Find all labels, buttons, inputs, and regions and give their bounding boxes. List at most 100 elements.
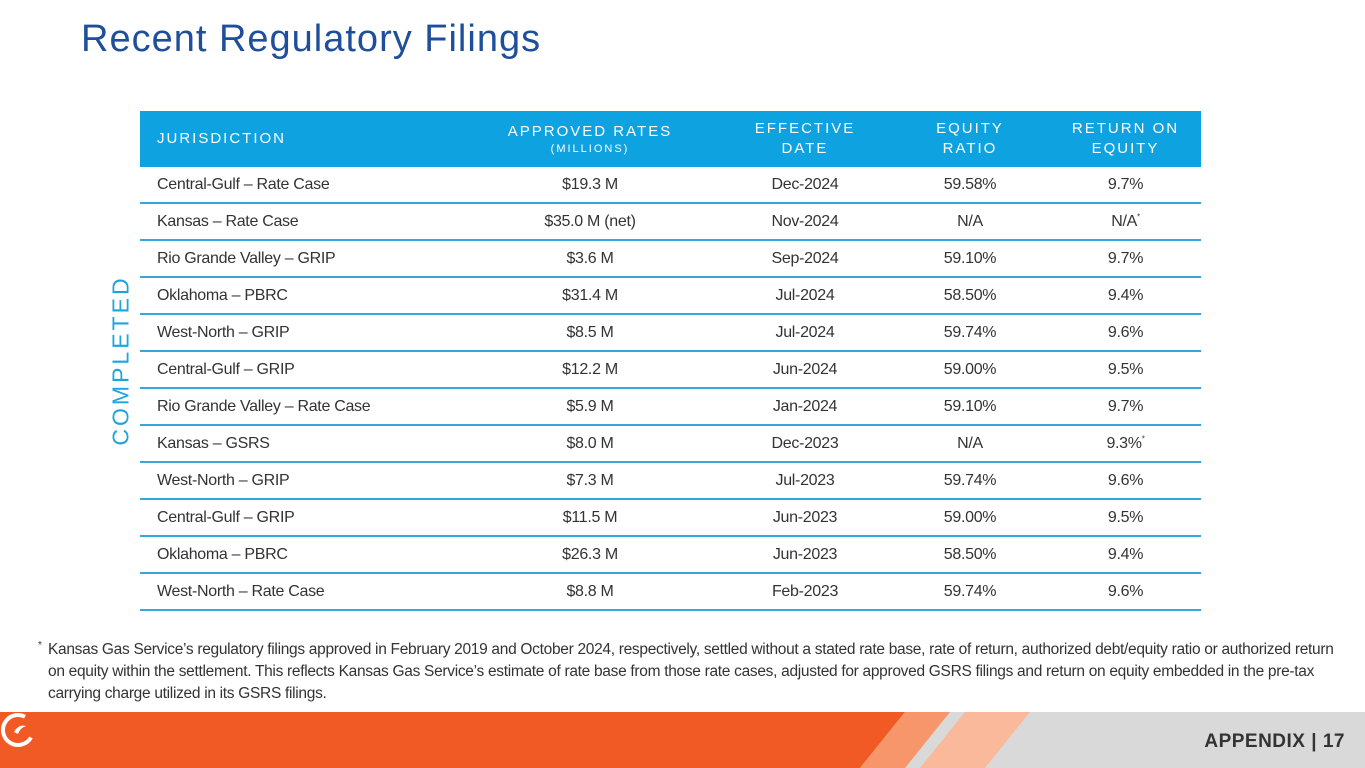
cell-equity-ratio-text: 59.10% <box>943 397 997 415</box>
cell-effective-date-text: Jun-2023 <box>772 508 838 526</box>
footer-bar: APPENDIX | 17 <box>0 712 1365 768</box>
header-return-on-equity: RETURN ON EQUITY <box>1050 111 1201 167</box>
cell-equity-ratio-text: 59.00% <box>943 360 997 378</box>
cell-approved-rates-text: $5.9 M <box>566 397 614 415</box>
page-title: Recent Regulatory Filings <box>81 18 542 60</box>
cell-jurisdiction: Oklahoma – PBRC <box>140 536 460 574</box>
table-row: Central-Gulf – GRIP $12.2 M Jun-2024 59.00%… <box>140 351 1201 389</box>
cell-equity-ratio: 59.00% <box>890 499 1050 537</box>
header-equity-ratio-line1: EQUITY <box>936 120 1004 137</box>
header-equity-ratio: EQUITY RATIO <box>890 111 1050 167</box>
cell-jurisdiction-text: Rio Grande Valley – Rate Case <box>157 397 371 415</box>
cell-equity-ratio-text: 58.50% <box>943 545 997 563</box>
header-jurisdiction: JURISDICTION <box>140 111 460 167</box>
cell-effective-date: Sep-2024 <box>720 240 890 278</box>
header-approved-rates: APPROVED RATES (MILLIONS) <box>460 111 720 167</box>
cell-approved-rates: $19.3 M <box>460 167 720 204</box>
cell-jurisdiction: West-North – GRIP <box>140 314 460 352</box>
cell-return-on-equity-text: 9.6% <box>1107 582 1144 600</box>
cell-equity-ratio-text: 59.10% <box>943 249 997 267</box>
header-approved-rates-sub: (MILLIONS) <box>550 143 630 155</box>
cell-effective-date: Jun-2023 <box>720 536 890 574</box>
cell-equity-ratio-text: 59.58% <box>943 175 997 193</box>
cell-approved-rates-text: $31.4 M <box>562 286 618 304</box>
cell-effective-date-text: Jul-2024 <box>775 286 835 304</box>
cell-effective-date-text: Jun-2024 <box>772 360 838 378</box>
cell-approved-rates: $11.5 M <box>460 499 720 537</box>
cell-equity-ratio: 59.58% <box>890 167 1050 204</box>
cell-jurisdiction-text: Oklahoma – PBRC <box>157 286 288 304</box>
cell-return-on-equity: 9.6% <box>1050 314 1201 352</box>
table-row: Rio Grande Valley – GRIP $3.6 M Sep-2024 59… <box>140 240 1201 278</box>
cell-jurisdiction-text: West-North – GRIP <box>157 323 290 341</box>
table-header-row: JURISDICTION APPROVED RATES (MILLIONS) E… <box>140 111 1201 167</box>
filings-table: JURISDICTION APPROVED RATES (MILLIONS) E… <box>140 111 1201 611</box>
cell-jurisdiction: Central-Gulf – GRIP <box>140 499 460 537</box>
footer-graphic <box>0 712 1365 768</box>
cell-jurisdiction-text: Rio Grande Valley – GRIP <box>157 249 336 267</box>
header-effective-date-line2: DATE <box>781 140 829 157</box>
cell-effective-date-text: Nov-2024 <box>771 212 839 230</box>
header-effective-date-line1: EFFECTIVE <box>754 120 856 137</box>
cell-equity-ratio: N/A <box>890 425 1050 463</box>
cell-return-on-equity-text: 9.7% <box>1107 397 1144 415</box>
footnote: * Kansas Gas Service’s regulatory filing… <box>38 639 1338 705</box>
cell-jurisdiction-text: West-North – Rate Case <box>157 582 325 600</box>
cell-return-on-equity: 9.5% <box>1050 499 1201 537</box>
page-label: APPENDIX | 17 <box>1204 731 1345 752</box>
cell-approved-rates: $7.3 M <box>460 462 720 500</box>
cell-approved-rates-text: $35.0 M (net) <box>544 212 636 230</box>
cell-jurisdiction: West-North – GRIP <box>140 462 460 500</box>
cell-effective-date-text: Dec-2023 <box>771 434 839 452</box>
header-roe-line1: RETURN ON <box>1071 120 1180 137</box>
cell-jurisdiction-text: West-North – GRIP <box>157 471 290 489</box>
cell-equity-ratio: 58.50% <box>890 536 1050 574</box>
table-row: Kansas – GSRS $8.0 M Dec-2023 N/A 9.3%* <box>140 425 1201 463</box>
cell-return-on-equity-text: 9.4% <box>1107 545 1144 563</box>
completed-label-text: COMPLETED <box>107 274 134 446</box>
cell-return-on-equity-text: 9.6% <box>1107 471 1144 489</box>
cell-return-on-equity-text: 9.5% <box>1107 360 1144 378</box>
table-row: Kansas – Rate Case $35.0 M (net) Nov-2024 N… <box>140 203 1201 241</box>
cell-effective-date: Jul-2024 <box>720 314 890 352</box>
cell-effective-date: Feb-2023 <box>720 573 890 611</box>
cell-approved-rates-text: $19.3 M <box>562 175 618 193</box>
cell-jurisdiction-text: Central-Gulf – GRIP <box>157 508 295 526</box>
cell-jurisdiction-text: Central-Gulf – Rate Case <box>157 175 330 193</box>
cell-jurisdiction: Kansas – GSRS <box>140 425 460 463</box>
cell-equity-ratio-text: 59.00% <box>943 508 997 526</box>
cell-approved-rates: $26.3 M <box>460 536 720 574</box>
table-row: West-North – Rate Case $8.8 M Feb-2023 59.7… <box>140 573 1201 611</box>
table-row: Oklahoma – PBRC $26.3 M Jun-2023 58.50% 9.4% <box>140 536 1201 574</box>
header-equity-ratio-line2: RATIO <box>942 140 998 157</box>
cell-approved-rates-text: $3.6 M <box>566 249 614 267</box>
cell-return-on-equity: 9.6% <box>1050 573 1201 611</box>
cell-return-on-equity: 9.4% <box>1050 536 1201 574</box>
cell-return-on-equity: N/A* <box>1050 203 1201 241</box>
cell-effective-date-text: Jul-2023 <box>775 471 835 489</box>
cell-equity-ratio-text: N/A <box>957 212 983 230</box>
cell-return-on-equity-text: 9.4% <box>1107 286 1144 304</box>
cell-effective-date-text: Jan-2024 <box>772 397 838 415</box>
footnote-ref: * <box>1136 212 1140 222</box>
table-row: West-North – GRIP $7.3 M Jul-2023 59.74% 9.6… <box>140 462 1201 500</box>
cell-effective-date: Nov-2024 <box>720 203 890 241</box>
cell-jurisdiction: Rio Grande Valley – Rate Case <box>140 388 460 426</box>
table-row: Rio Grande Valley – Rate Case $5.9 M Jan-2… <box>140 388 1201 426</box>
cell-approved-rates-text: $11.5 M <box>562 508 618 526</box>
cell-return-on-equity: 9.7% <box>1050 167 1201 204</box>
cell-effective-date-text: Jul-2024 <box>775 323 835 341</box>
header-effective-date: EFFECTIVE DATE <box>720 111 890 167</box>
cell-approved-rates: $8.8 M <box>460 573 720 611</box>
cell-return-on-equity: 9.5% <box>1050 351 1201 389</box>
cell-effective-date-text: Feb-2023 <box>771 582 839 600</box>
cell-jurisdiction: West-North – Rate Case <box>140 573 460 611</box>
cell-equity-ratio: 59.74% <box>890 314 1050 352</box>
header-roe-line2: EQUITY <box>1091 140 1160 157</box>
company-logo-icon <box>1 713 35 747</box>
cell-return-on-equity-text: 9.7% <box>1107 175 1144 193</box>
cell-approved-rates-text: $8.0 M <box>566 434 614 452</box>
cell-return-on-equity: 9.3%* <box>1050 425 1201 463</box>
header-approved-rates-label: APPROVED RATES <box>507 123 673 140</box>
table-row: West-North – GRIP $8.5 M Jul-2024 59.74% 9.6… <box>140 314 1201 352</box>
